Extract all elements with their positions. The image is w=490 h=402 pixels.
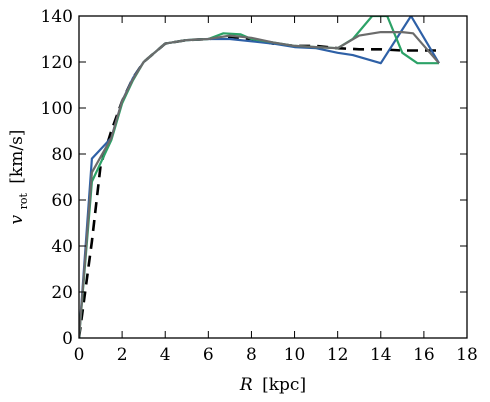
series-line-2: [79, 16, 440, 338]
plot-frame: [78, 15, 468, 339]
y-axis: 0 20 40 60 80 100 120 140: [41, 7, 467, 349]
y-tick-label: 100: [41, 99, 73, 119]
x-tick-label: 8: [246, 345, 257, 365]
y-axis-label-unit: [km/s]: [7, 130, 27, 184]
x-tick-label: 18: [456, 345, 478, 365]
x-tick-label: 0: [74, 345, 85, 365]
x-axis-label-var: R: [239, 375, 253, 395]
y-tick-label: 120: [41, 53, 73, 73]
x-axis: 0 2 4 6 8 10 12 14 16 18: [74, 16, 478, 365]
y-axis-label-sub: rot: [17, 193, 30, 210]
y-tick-label: 20: [51, 283, 73, 303]
x-tick-label: 16: [413, 345, 435, 365]
y-axis-label: v rot [km/s]: [7, 130, 32, 225]
y-tick-label: 40: [51, 237, 73, 257]
x-tick-label: 12: [327, 345, 349, 365]
x-axis-label: R [kpc]: [239, 375, 306, 395]
y-axis-label-var: v: [7, 214, 27, 224]
y-tick-label: 0: [62, 329, 73, 349]
y-tick-label: 60: [51, 191, 73, 211]
x-tick-label: 2: [117, 345, 128, 365]
x-tick-label: 10: [284, 345, 306, 365]
x-tick-label: 6: [203, 345, 214, 365]
series-line-4: [79, 31, 440, 338]
y-tick-label: 140: [41, 7, 73, 27]
x-axis-label-unit: [kpc]: [262, 375, 306, 395]
x-tick-label: 14: [370, 345, 392, 365]
y-tick-label: 80: [51, 145, 73, 165]
x-tick-label: 4: [160, 345, 171, 365]
series-line-3: [79, 16, 439, 338]
series-layer: [79, 16, 440, 338]
